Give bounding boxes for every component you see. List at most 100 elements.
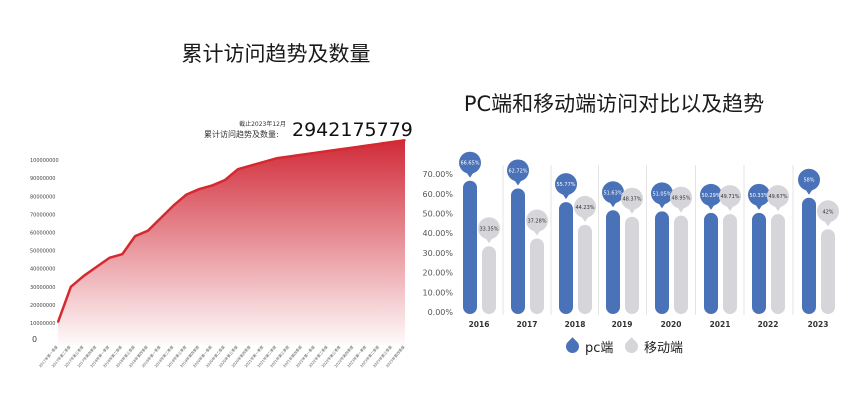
data-point <box>121 253 124 256</box>
y-tick-label: 60.00% <box>422 190 453 199</box>
mobile-bar <box>578 224 592 314</box>
pc-bar <box>752 212 766 314</box>
bubble-marker <box>817 200 839 223</box>
data-label: 51.05% <box>652 191 671 197</box>
y-tick-label: 100000000 <box>30 158 59 164</box>
data-point <box>404 139 406 141</box>
y-tick-label: 0.00% <box>428 308 454 317</box>
pc-bar <box>511 188 525 314</box>
pc-bar <box>704 212 718 314</box>
cumulative-chart-title: 累计访问趋势及数量 <box>181 42 371 66</box>
y-tick-label: 40.00% <box>422 229 453 238</box>
data-point <box>288 155 291 158</box>
data-label: 42% <box>822 209 833 215</box>
data-point <box>57 321 59 323</box>
x-tick-label: 2017 <box>517 320 538 329</box>
bubble-marker <box>767 185 789 208</box>
bubble-marker <box>459 151 481 174</box>
mobile-bar <box>530 238 544 314</box>
y-tick-label: 20000000 <box>30 303 55 309</box>
bubble-marker <box>798 168 820 191</box>
as-of-date: 截止2023年12月 <box>239 121 286 128</box>
data-point <box>339 148 342 151</box>
bubble-marker <box>555 173 577 196</box>
data-point <box>198 188 201 190</box>
y-tick-label: 30000000 <box>30 285 55 291</box>
bubble-marker <box>526 209 548 232</box>
y-tick-label: 50000000 <box>30 249 55 255</box>
data-point <box>352 146 355 149</box>
data-point <box>391 141 393 143</box>
data-point <box>301 153 303 156</box>
bubble-marker <box>651 182 673 205</box>
y-tick-label: 70.00% <box>422 170 453 179</box>
data-label: 48.37% <box>622 197 641 203</box>
total-value: 2942175779 <box>292 119 413 141</box>
bubble-marker <box>670 186 692 209</box>
y-tick-label: 20.00% <box>422 269 453 278</box>
data-point <box>224 179 226 181</box>
data-label: 58% <box>803 178 814 184</box>
data-label: 51.63% <box>603 190 622 196</box>
bubble-marker <box>478 217 500 240</box>
x-tick-label: 2018 <box>565 320 586 329</box>
bubble-marker <box>574 195 596 218</box>
y-tick-label: 0 <box>32 335 37 344</box>
comparison-chart-title: PC端和移动端访问对比以及趋势 <box>463 92 765 116</box>
pc-bar <box>655 211 669 314</box>
legend-mobile-label: 移动端 <box>644 341 684 356</box>
mobile-bar <box>821 229 835 314</box>
pc-bar <box>606 210 620 314</box>
y-tick-label: 10.00% <box>422 288 453 297</box>
data-label: 44.23% <box>575 205 594 211</box>
data-point <box>378 143 381 145</box>
data-point <box>172 204 175 207</box>
data-label: 33.35% <box>479 226 498 232</box>
cumulative-area <box>58 140 405 345</box>
y-tick-label: 60000000 <box>30 231 55 237</box>
pc-bar <box>559 202 573 314</box>
y-tick-label: 70000000 <box>30 212 55 218</box>
data-label: 37.28% <box>527 219 546 225</box>
mobile-bar <box>723 214 737 314</box>
data-point <box>314 152 316 154</box>
data-point <box>365 144 368 147</box>
y-tick-label: 30.00% <box>422 249 453 258</box>
mobile-bar <box>771 214 785 314</box>
x-tick-label: 2023 <box>808 320 829 329</box>
data-point <box>147 229 149 232</box>
data-point <box>160 217 162 219</box>
pc-drop-icon <box>563 337 582 356</box>
data-point <box>185 193 188 196</box>
data-point <box>262 161 265 163</box>
y-tick-label: 80000000 <box>30 194 55 200</box>
y-tick-label: 40000000 <box>30 267 55 273</box>
y-tick-label: 10000000 <box>30 321 55 327</box>
data-point <box>327 150 329 152</box>
bubble-marker <box>621 187 643 210</box>
pc-bar <box>463 180 477 314</box>
legend-pc: pc端 <box>563 337 613 356</box>
data-label: 48.95% <box>671 196 690 202</box>
bubble-marker <box>719 185 741 208</box>
bubble-marker <box>507 159 529 182</box>
bubble-marker <box>602 181 624 204</box>
mobile-bar <box>674 215 688 314</box>
data-label: 66.65% <box>460 161 479 167</box>
mobile-bar <box>625 216 639 314</box>
cumulative-line <box>56 138 406 323</box>
total-label: 累计访问趋势及数量: <box>204 130 279 139</box>
x-tick-label: 2022 <box>758 320 779 329</box>
data-label: 49.71% <box>720 194 739 200</box>
data-point <box>275 157 278 160</box>
legend-mobile: 移动端 <box>622 337 684 356</box>
data-label: 50.29% <box>701 193 720 199</box>
data-point <box>134 235 136 237</box>
pc-bar <box>802 197 816 314</box>
y-tick-label: 50.00% <box>422 210 453 219</box>
data-point <box>108 257 111 259</box>
x-tick-label: 2021 <box>710 320 731 329</box>
data-label: 49.67% <box>768 194 787 200</box>
data-label: 50.33% <box>749 193 768 199</box>
